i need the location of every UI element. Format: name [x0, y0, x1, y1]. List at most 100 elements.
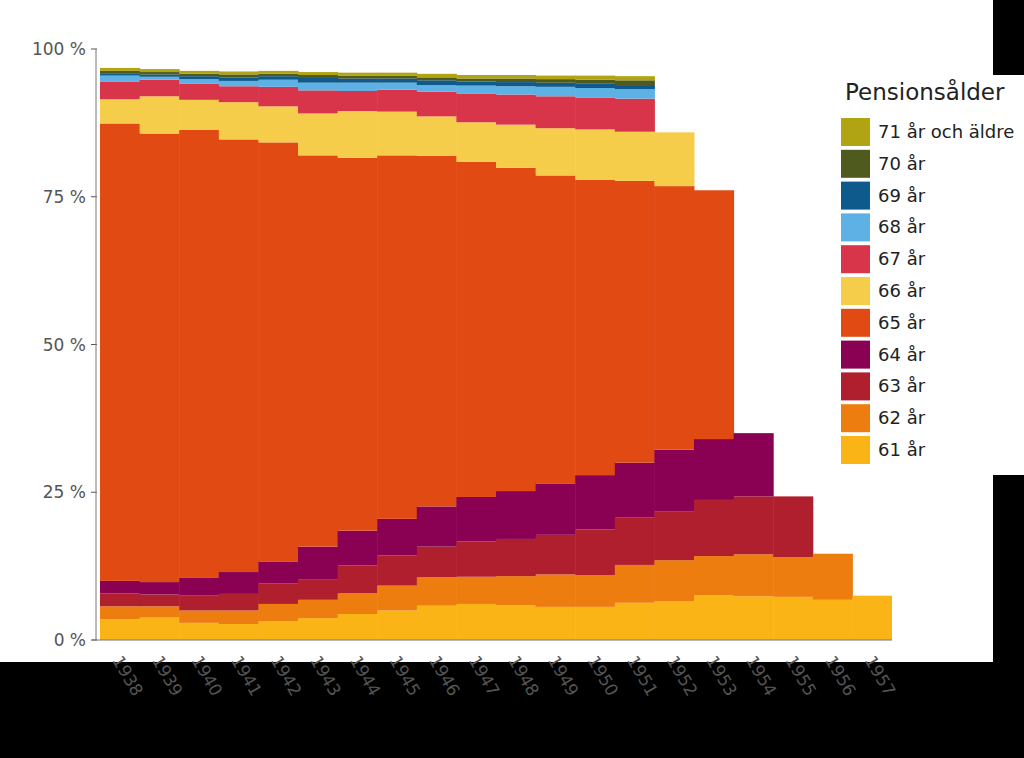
- x-tick-label: 1955: [782, 652, 821, 699]
- bar-segment: [179, 130, 219, 578]
- bar-segment: [615, 99, 655, 132]
- bar-segment: [377, 73, 417, 76]
- bar-segment: [219, 610, 259, 624]
- bar-segment: [456, 497, 496, 541]
- bar-segment: [536, 574, 576, 607]
- bar-segment: [813, 554, 853, 600]
- bar-segment: [575, 475, 615, 529]
- legend-label: 67 år: [878, 248, 926, 269]
- bar-segment: [734, 433, 774, 496]
- bar-segment: [536, 535, 576, 575]
- bar-segment: [298, 113, 338, 155]
- bar-segment: [140, 606, 180, 617]
- bar-segment: [496, 82, 536, 86]
- bar-segment: [694, 595, 734, 640]
- bar-segment: [536, 87, 576, 96]
- bar-segment: [377, 79, 417, 83]
- bar-segment: [179, 610, 219, 622]
- bar-segment: [536, 607, 576, 640]
- bar-segment: [219, 102, 259, 139]
- x-tick-label: 1945: [386, 652, 425, 699]
- bar-segment: [338, 566, 378, 594]
- bar-segment: [575, 83, 615, 88]
- bar-segment: [179, 578, 219, 596]
- bar-segment: [417, 547, 457, 578]
- bar-segment: [615, 603, 655, 640]
- bar-segment: [258, 80, 298, 87]
- bar-segment: [456, 162, 496, 497]
- bar-segment: [417, 77, 457, 80]
- bar-segment: [298, 75, 338, 78]
- bar-segment: [694, 500, 734, 556]
- bar-segment: [377, 519, 417, 556]
- legend-swatch: [841, 182, 870, 210]
- bar-segment: [298, 155, 338, 546]
- x-tick-label: 1953: [702, 652, 741, 699]
- y-tick-label: 0 %: [54, 630, 86, 650]
- y-tick-label: 75 %: [43, 187, 86, 207]
- bar-segment: [417, 80, 457, 85]
- bar-segment: [179, 79, 219, 84]
- bar-segment: [496, 168, 536, 491]
- bar-segment: [338, 79, 378, 83]
- bar-segment: [219, 86, 259, 102]
- bar-segment: [219, 572, 259, 594]
- bar-segment: [575, 180, 615, 476]
- x-axis: [92, 640, 892, 641]
- bars: [100, 68, 892, 640]
- legend-label: 68 år: [878, 216, 926, 237]
- bar-segment: [338, 531, 378, 566]
- bar-segment: [219, 71, 259, 74]
- bar-segment: [496, 79, 536, 83]
- bar-segment: [496, 576, 536, 605]
- bar-segment: [773, 597, 813, 640]
- bar-segment: [298, 78, 338, 83]
- bar-segment: [179, 84, 219, 100]
- bar-segment: [258, 76, 298, 80]
- bar-segment: [258, 106, 298, 142]
- bar-segment: [575, 80, 615, 84]
- bar-segment: [140, 96, 180, 133]
- bar-segment: [654, 450, 694, 511]
- bar-segment: [219, 74, 259, 77]
- x-tick-label: 1943: [306, 652, 345, 699]
- bar-segment: [456, 79, 496, 82]
- legend-label: 70 år: [878, 153, 926, 174]
- bar-segment: [496, 125, 536, 168]
- bar-segment: [100, 82, 140, 100]
- bar-segment: [536, 79, 576, 83]
- bar-segment: [298, 579, 338, 600]
- x-tick-label: 1944: [346, 652, 385, 699]
- bar-segment: [615, 85, 655, 89]
- bar-segment: [694, 190, 734, 439]
- bar-segment: [496, 491, 536, 539]
- bar-segment: [338, 614, 378, 640]
- bar-segment: [694, 439, 734, 500]
- y-tick-label: 50 %: [43, 335, 86, 355]
- legend-swatch: [841, 245, 870, 273]
- bar-segment: [219, 81, 259, 86]
- legend-swatch: [841, 404, 870, 432]
- bar-segment: [417, 506, 457, 546]
- x-tick-label: 1951: [623, 652, 662, 699]
- bar-segment: [615, 132, 655, 181]
- bar-segment: [100, 71, 140, 73]
- bar-segment: [140, 74, 180, 76]
- legend-swatch: [841, 118, 870, 146]
- bar-segment: [496, 95, 536, 125]
- bar-segment: [179, 74, 219, 76]
- legend-swatch: [841, 436, 870, 464]
- bar-segment: [536, 483, 576, 534]
- bar-segment: [338, 73, 378, 76]
- bar-segment: [100, 581, 140, 593]
- bar-segment: [694, 556, 734, 595]
- bar-segment: [496, 539, 536, 576]
- bar-segment: [575, 88, 615, 97]
- bar-segment: [179, 71, 219, 74]
- bar-segment: [575, 97, 615, 129]
- bar-segment: [219, 139, 259, 572]
- bar-segment: [338, 91, 378, 111]
- bar-segment: [298, 83, 338, 91]
- legend-title: Pensionsålder: [845, 78, 1005, 105]
- legend-swatch: [841, 372, 870, 400]
